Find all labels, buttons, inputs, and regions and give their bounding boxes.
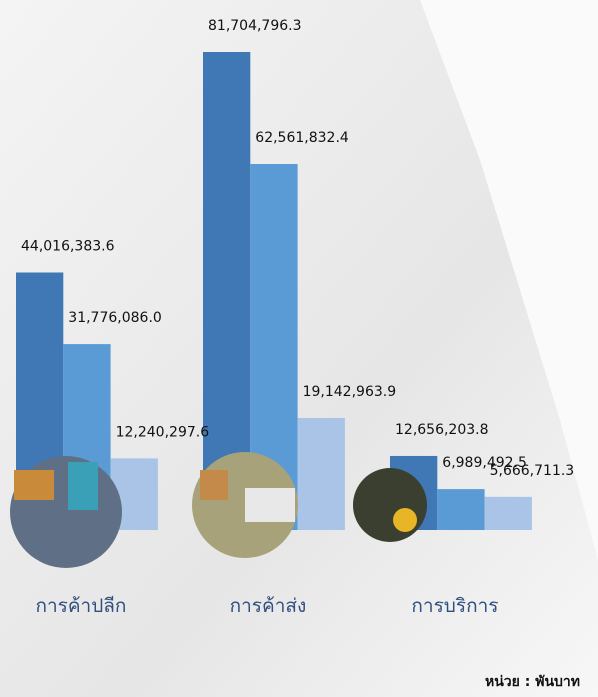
service-icon: [353, 468, 427, 542]
value-label: 44,016,383.6: [21, 238, 115, 254]
retail-icon-shelf: [14, 470, 54, 500]
category-label: การบริการ: [411, 595, 498, 617]
retail-icon-fridge: [68, 462, 98, 510]
bar: [298, 418, 345, 530]
wholesale-icon-truck: [245, 488, 295, 522]
value-label: 62,561,832.4: [255, 130, 349, 146]
value-label: 19,142,963.9: [303, 384, 397, 400]
value-label: 12,240,297.6: [116, 424, 210, 440]
page: หน่วย : พันบาท 44,016,383.6 81,704,796.3 1…: [0, 0, 598, 697]
unit-label: หน่วย : พันบาท: [485, 674, 580, 690]
category-label: การค้าส่ง: [230, 595, 307, 617]
value-label: 12,656,203.8: [395, 422, 489, 438]
wholesale-icon-boxes: [200, 470, 228, 500]
service-icon-machine: [393, 508, 417, 532]
category-label: การค้าปลีก: [35, 595, 126, 617]
chart: หน่วย : พันบาท 44,016,383.6 81,704,796.3 1…: [0, 0, 598, 697]
value-label: 31,776,086.0: [68, 310, 162, 326]
value-label: 5,666,711.3: [490, 463, 575, 479]
value-label: 81,704,796.3: [208, 18, 302, 34]
bar: [485, 497, 532, 530]
bar: [437, 489, 484, 530]
